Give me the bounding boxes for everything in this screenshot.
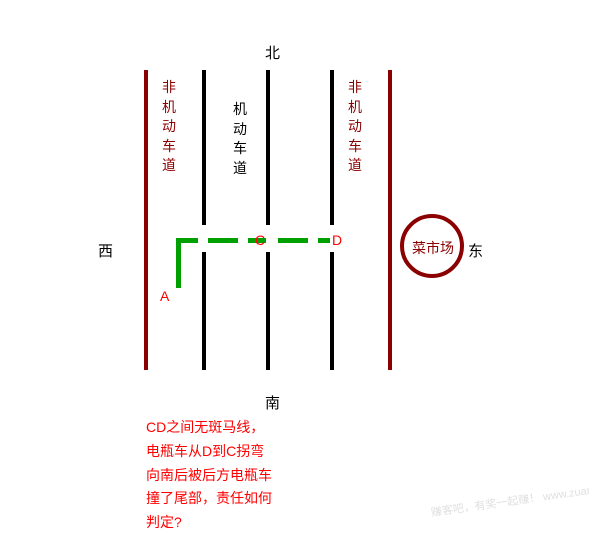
lane-line-3-upper [330, 70, 334, 225]
lane-line-1-upper [202, 70, 206, 225]
north-label: 北 [265, 42, 280, 63]
lane-line-2-upper [266, 70, 270, 225]
market-label: 菜市场 [412, 238, 454, 258]
path-dash-5 [318, 238, 330, 243]
point-d: D [332, 232, 342, 248]
path-dash-4 [278, 238, 308, 243]
lane-line-1-lower [202, 252, 206, 370]
point-c: C [255, 232, 265, 248]
east-label: 东 [468, 240, 483, 261]
lane-line-2-lower [266, 252, 270, 370]
question-text: CD之间无斑马线， 电瓶车从D到C拐弯 向南后被后方电瓶车 撞了尾部，责任如何 … [146, 416, 272, 535]
path-vertical [176, 240, 181, 288]
road-boundary-west [144, 70, 148, 370]
lane-line-3-lower [330, 252, 334, 370]
motor-lane-label: 机动车道 [232, 100, 248, 178]
west-label: 西 [98, 240, 113, 261]
road-boundary-east [388, 70, 392, 370]
path-dash-2 [208, 238, 238, 243]
south-label: 南 [265, 392, 280, 413]
non-motor-lane-east-label: 非机动车道 [347, 78, 363, 176]
point-a: A [160, 288, 169, 304]
watermark: 赚客吧，有奖一起赚！ www.zuanke8.com [430, 476, 589, 520]
non-motor-lane-west-label: 非机动车道 [161, 78, 177, 176]
